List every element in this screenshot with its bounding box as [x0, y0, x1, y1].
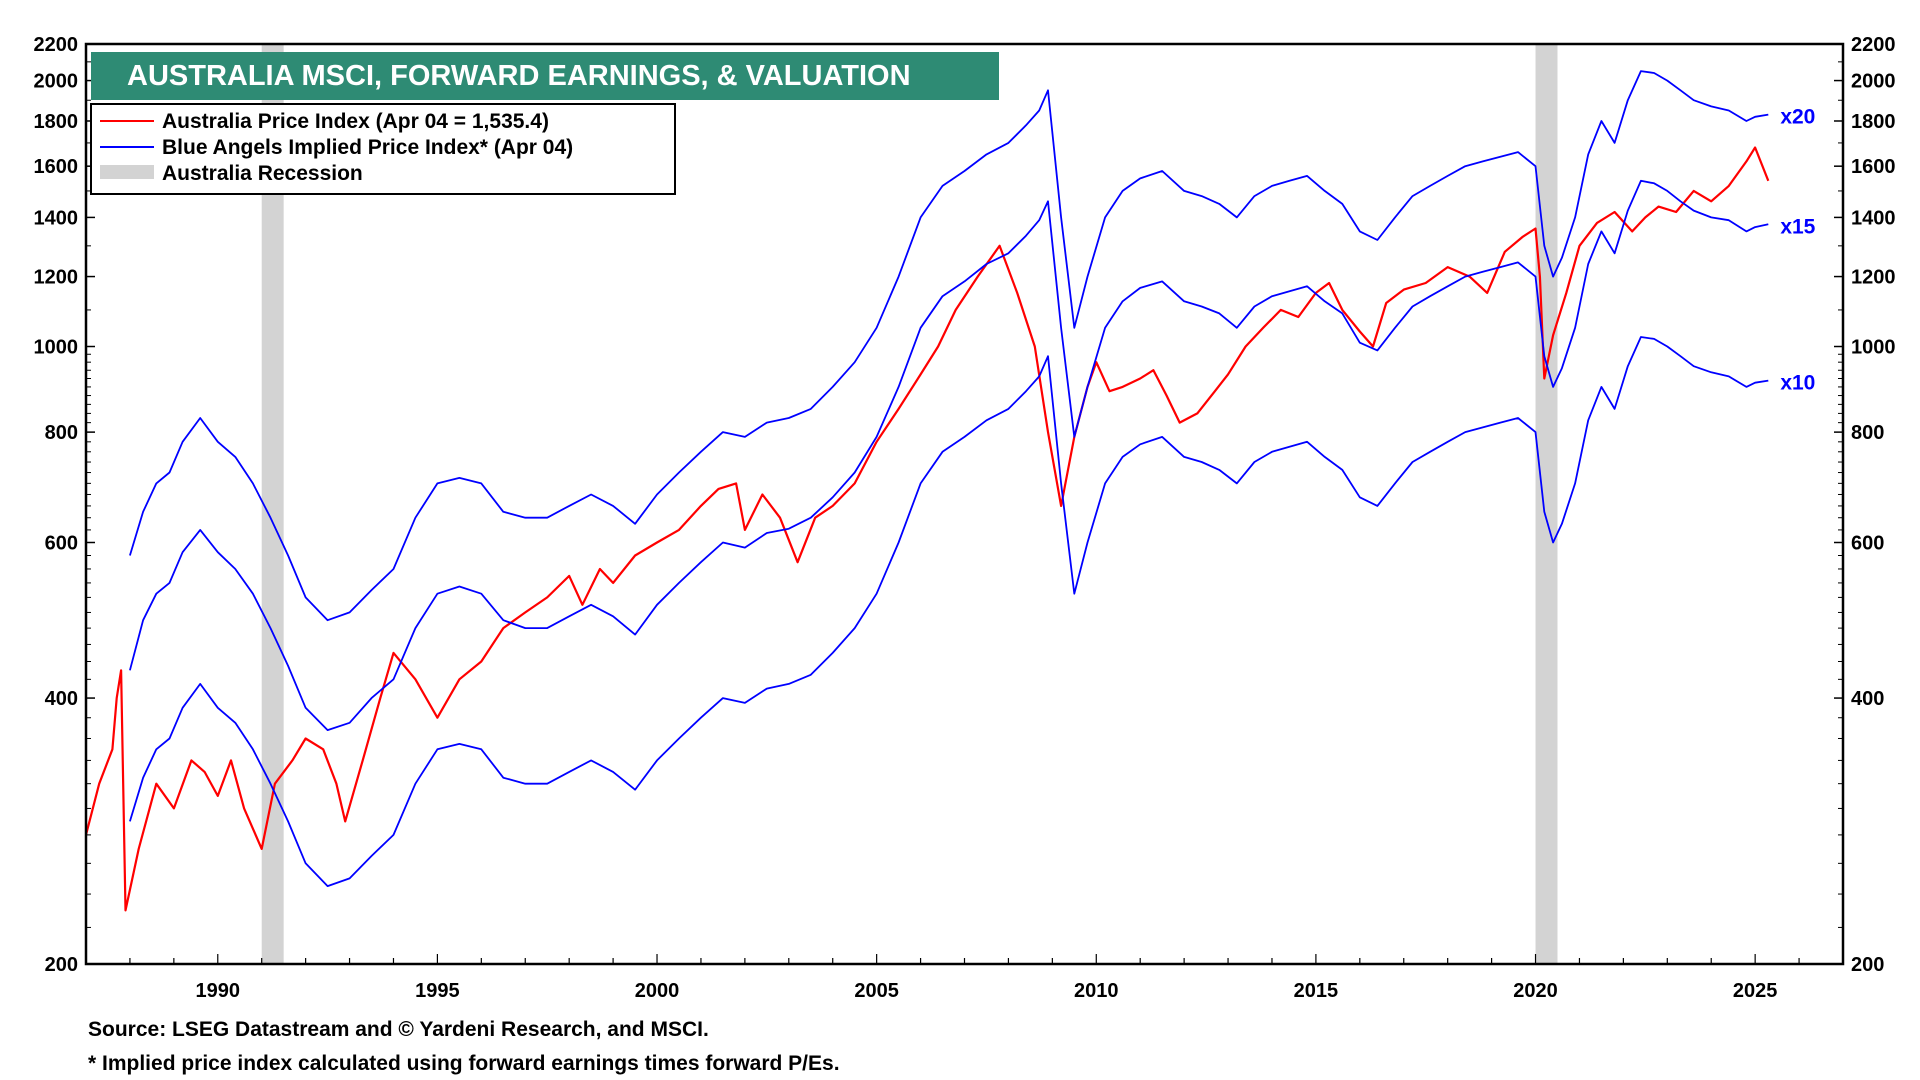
recession-band-1: [1535, 44, 1558, 964]
x-tick-label-2025: 2025: [1733, 980, 1778, 1002]
y-tick-label-right-2200: 2200: [1851, 34, 1896, 56]
chart-title-box: AUSTRALIA MSCI, FORWARD EARNINGS, & VALU…: [91, 52, 999, 100]
multiple-labels: x20 x15 x10: [1780, 106, 1815, 395]
y-tick-label-left-1400: 1400: [34, 207, 79, 229]
y-tick-label-right-1200: 1200: [1851, 267, 1896, 289]
x-tick-label-2005: 2005: [854, 980, 899, 1002]
x-tick-label-2020: 2020: [1513, 980, 1558, 1002]
multiple-label-x15: x15: [1780, 215, 1815, 238]
y-tick-label-left-2200: 2200: [34, 34, 79, 56]
y-tick-label-left-1600: 1600: [34, 156, 79, 178]
legend-label-implied: Blue Angels Implied Price Index* (Apr 04…: [162, 136, 573, 159]
source-note: Source: LSEG Datastream and © Yardeni Re…: [88, 1018, 709, 1041]
y-tick-label-left-2000: 2000: [34, 71, 79, 93]
x-tick-label-2010: 2010: [1074, 980, 1119, 1002]
series-line-implied-x15: [129, 179, 1769, 731]
x-tick-label-2015: 2015: [1294, 980, 1339, 1002]
legend-swatch-recession: [100, 165, 154, 179]
series-lines: [84, 70, 1770, 912]
y-tick-label-left-1200: 1200: [34, 267, 79, 289]
y-tick-label-left-1000: 1000: [34, 337, 79, 359]
series-line-implied-x10: [129, 336, 1769, 887]
y-tick-label-left-800: 800: [45, 422, 78, 444]
axes: 200 200 400 400 600 600 800 800 1000 1000 1200 1200…: [34, 34, 1896, 1002]
y-tick-label-right-200: 200: [1851, 954, 1884, 976]
y-tick-label-right-400: 400: [1851, 688, 1884, 710]
legend-label-recession: Australia Recession: [162, 162, 363, 185]
legend-label-price: Australia Price Index (Apr 04 = 1,535.4): [162, 110, 549, 133]
y-tick-label-left-1800: 1800: [34, 111, 79, 133]
y-tick-label-left-200: 200: [45, 954, 78, 976]
y-tick-label-right-1800: 1800: [1851, 111, 1896, 133]
implied-footnote: * Implied price index calculated using f…: [88, 1052, 840, 1075]
multiple-label-x10: x10: [1780, 372, 1815, 395]
y-tick-label-right-600: 600: [1851, 532, 1884, 554]
series-line-australia-price-index: [84, 146, 1770, 912]
chart-title: AUSTRALIA MSCI, FORWARD EARNINGS, & VALU…: [127, 60, 911, 92]
multiple-label-x20: x20: [1780, 106, 1815, 129]
y-tick-label-right-1000: 1000: [1851, 337, 1896, 359]
y-tick-label-right-1400: 1400: [1851, 207, 1896, 229]
x-tick-label-1995: 1995: [415, 980, 460, 1002]
x-tick-label-2000: 2000: [635, 980, 680, 1002]
x-tick-label-1990: 1990: [196, 980, 241, 1002]
series-line-implied-x20: [129, 70, 1769, 622]
legend-frame: [90, 103, 676, 195]
y-tick-label-right-800: 800: [1851, 422, 1884, 444]
chart-title-background: [91, 52, 999, 100]
recession-band-0: [261, 44, 284, 964]
y-tick-label-right-1600: 1600: [1851, 156, 1896, 178]
y-tick-label-left-600: 600: [45, 532, 78, 554]
legend: Australia Price Index (Apr 04 = 1,535.4)…: [90, 103, 676, 195]
y-tick-label-right-2000: 2000: [1851, 71, 1896, 93]
y-tick-label-left-400: 400: [45, 688, 78, 710]
